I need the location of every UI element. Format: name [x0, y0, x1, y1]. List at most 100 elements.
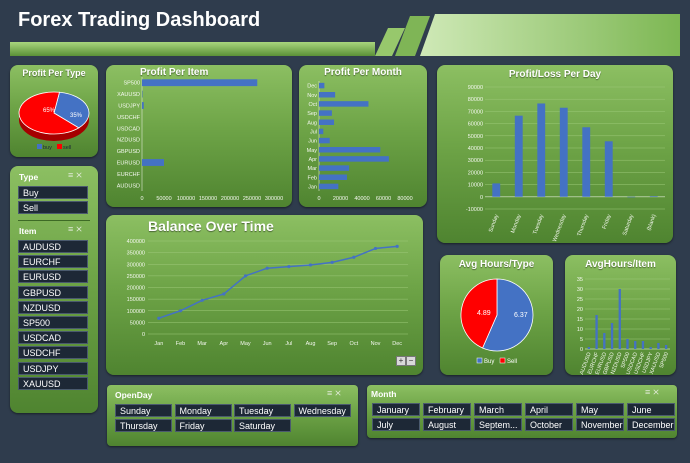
bar [649, 196, 658, 197]
tick-label: 0 [317, 196, 320, 202]
openday-slicer-item-monday[interactable]: Monday [174, 404, 232, 417]
bar [657, 343, 660, 349]
balance-over-time-chart: 0 50000 100000 150000 200000 250000 300000 3500… [127, 239, 408, 347]
month-slicer-item-may[interactable]: May [576, 403, 624, 416]
bar [649, 347, 652, 349]
bar [603, 333, 606, 349]
item-slicer-item-gbpusd[interactable]: GBPUSD [18, 285, 88, 299]
tick-label: 350000 [127, 251, 145, 257]
bar [618, 289, 621, 349]
openday-slicer-item-tuesday[interactable]: Tuesday [234, 404, 291, 417]
tick-label: Tuesday [532, 213, 545, 235]
tick-label: Feb [308, 175, 317, 181]
slicer-divider [18, 220, 90, 221]
data-label: 35% [70, 113, 83, 119]
chart-title: Profit/Loss Per Day [508, 69, 602, 80]
openday-slicer: OpenDay ≡⨯ Sunday Monday Tuesday Wednesday T… [107, 385, 358, 446]
item-slicer-item-nzdusd[interactable]: NZDUSD [18, 300, 88, 314]
item-slicer-item-usdcad[interactable]: USDCAD [18, 331, 88, 345]
tick-label: SP500 [659, 352, 670, 370]
legend-swatch-sell [499, 357, 506, 364]
tick-label: 30 [577, 287, 583, 293]
filter-clear-icon[interactable]: ≡⨯ [327, 388, 344, 398]
avg-hours-item-panel: AvgHours/Item 0 5 10 15 20 25 30 35 AUDUSD EURCHF… [565, 255, 676, 375]
tick-label: 50000 [130, 320, 145, 326]
month-slicer-item-december[interactable]: December [627, 418, 675, 431]
tick-label: 70000 [468, 109, 483, 115]
filter-clear-icon[interactable]: ≡⨯ [645, 387, 662, 397]
bar [319, 147, 381, 153]
tick-label: Nov [307, 93, 317, 99]
month-slicer-item-november[interactable]: November [576, 418, 624, 431]
zoom-in-button[interactable]: + [396, 356, 406, 366]
filter-clear-icon[interactable]: ≡⨯ [68, 170, 85, 180]
item-slicer-item-eurusd[interactable]: EURUSD [18, 270, 88, 284]
tick-label: USDJPY [118, 104, 140, 110]
month-slicer-item-june[interactable]: June [627, 403, 675, 416]
legend-label-buy: buy [43, 145, 52, 151]
item-slicer-item-usdchf[interactable]: USDCHF [18, 346, 88, 360]
tick-label: GBPUSD [117, 149, 140, 155]
tick-label: XAUUSD [117, 92, 140, 98]
month-slicer-item-march[interactable]: March [474, 403, 522, 416]
tick-label: 300000 [127, 262, 145, 268]
tick-label: Dec [307, 84, 317, 90]
chart-title: Avg Hours/Type [458, 259, 535, 270]
tick-label: Apr [308, 157, 317, 163]
chart-title: AvgHours/Item [585, 259, 656, 270]
filter-clear-icon[interactable]: ≡⨯ [68, 224, 85, 234]
item-slicer-item-xauusd[interactable]: XAUUSD [18, 376, 88, 390]
item-slicer-item-usdjpy[interactable]: USDJPY [18, 361, 88, 375]
month-slicer: Month ≡⨯ January February March April May Jun… [367, 385, 677, 438]
tick-label: Nov [371, 341, 381, 347]
avg-hours-type-chart: 4.89 6.37 Buy Sell [460, 278, 534, 365]
openday-slicer-item-sunday[interactable]: Sunday [115, 404, 172, 417]
type-slicer-item-buy[interactable]: Buy [18, 186, 88, 199]
bar [319, 183, 339, 190]
bar [319, 82, 325, 89]
month-slicer-item-august[interactable]: August [423, 418, 471, 431]
bar [319, 101, 369, 107]
data-point [308, 263, 313, 267]
legend-label-sell: Sell [507, 359, 517, 365]
tick-label: 25 [577, 297, 583, 303]
data-point [157, 316, 161, 320]
tick-label: 60000 [376, 196, 391, 202]
item-slicer-item-audusd[interactable]: AUDUSD [18, 240, 88, 253]
series-line [158, 245, 398, 319]
tick-label: 200000 [127, 286, 145, 292]
item-slicer-item-eurchf[interactable]: EURCHF [18, 255, 88, 269]
openday-slicer-item-saturday[interactable]: Saturday [234, 419, 291, 432]
openday-slicer-item-thursday[interactable]: Thursday [115, 419, 172, 432]
month-slicer-item-january[interactable]: January [372, 403, 420, 416]
tick-label: 10000 [468, 183, 483, 189]
tick-label: 0 [142, 332, 145, 338]
zoom-out-button[interactable]: − [406, 356, 416, 366]
legend-swatch-buy [37, 144, 42, 149]
legend-swatch-buy [476, 357, 483, 364]
pie-slice [18, 91, 80, 135]
chart-title: Profit Per Type [22, 68, 86, 78]
tick-label: Jul [285, 341, 292, 347]
bar [627, 196, 636, 198]
profit-loss-per-day-panel: Profit/Loss Per Day -10000 0 10000 20000 300… [437, 65, 673, 243]
type-slicer-item-sell[interactable]: Sell [18, 201, 88, 214]
tick-label: 50000 [468, 134, 483, 140]
profit-loss-per-day-chart: -10000 0 10000 20000 30000 40000 50000 60000 700… [466, 85, 665, 243]
bar [514, 115, 523, 197]
profit-per-type-panel: Profit Per Type buy sell 65% 35% [10, 65, 98, 157]
month-slicer-item-october[interactable]: October [525, 418, 573, 431]
data-point [395, 244, 399, 248]
month-slicer-item-february[interactable]: February [423, 403, 471, 416]
tick-label: 15 [577, 317, 583, 323]
openday-slicer-item-friday[interactable]: Friday [174, 419, 232, 432]
tick-label: AUDUSD [117, 183, 140, 189]
openday-slicer-item-wednesday[interactable]: Wednesday [293, 404, 351, 417]
tick-label: Mar [308, 166, 318, 172]
month-slicer-item-july[interactable]: July [372, 418, 420, 431]
bar [582, 127, 591, 197]
month-slicer-item-april[interactable]: April [525, 403, 573, 416]
item-slicer-item-sp500[interactable]: SP500 [18, 316, 88, 329]
tick-label: USDCHF [117, 115, 141, 121]
month-slicer-item-septem[interactable]: Septem... [474, 418, 522, 431]
